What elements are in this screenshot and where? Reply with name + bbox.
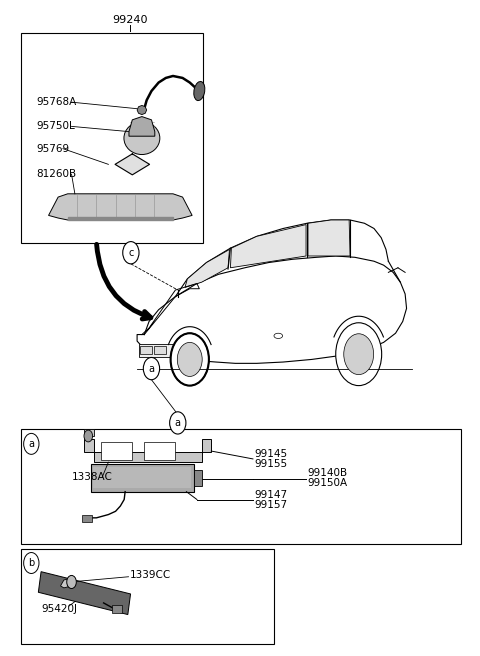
Bar bbox=[91, 464, 193, 491]
Text: 95420J: 95420J bbox=[41, 604, 77, 615]
Text: a: a bbox=[28, 439, 35, 449]
Ellipse shape bbox=[194, 81, 205, 100]
Text: 1338AC: 1338AC bbox=[72, 472, 112, 482]
Polygon shape bbox=[115, 154, 150, 174]
Polygon shape bbox=[129, 117, 155, 136]
Text: 99147: 99147 bbox=[254, 490, 288, 500]
Bar bbox=[140, 344, 182, 358]
Text: 95750L: 95750L bbox=[36, 121, 75, 131]
Text: 95768A: 95768A bbox=[36, 97, 77, 107]
Polygon shape bbox=[48, 194, 192, 220]
Bar bbox=[193, 470, 202, 486]
Text: 99155: 99155 bbox=[254, 459, 288, 468]
Circle shape bbox=[344, 334, 373, 375]
Bar bbox=[21, 430, 461, 544]
Text: 95769: 95769 bbox=[36, 144, 70, 154]
Circle shape bbox=[144, 358, 159, 380]
Circle shape bbox=[24, 552, 39, 573]
Polygon shape bbox=[137, 106, 147, 115]
Polygon shape bbox=[230, 224, 306, 268]
Text: 81260B: 81260B bbox=[36, 169, 77, 179]
Ellipse shape bbox=[274, 333, 283, 338]
Circle shape bbox=[84, 430, 93, 442]
Text: c: c bbox=[128, 248, 133, 258]
Bar bbox=[82, 515, 92, 522]
Text: a: a bbox=[175, 418, 181, 428]
Polygon shape bbox=[308, 220, 350, 256]
Polygon shape bbox=[84, 430, 94, 440]
Bar bbox=[154, 346, 166, 354]
Bar bbox=[112, 605, 122, 613]
Text: 1339CC: 1339CC bbox=[130, 571, 171, 581]
Text: 99145: 99145 bbox=[254, 449, 288, 459]
Circle shape bbox=[67, 575, 76, 588]
Bar bbox=[21, 33, 203, 243]
Text: b: b bbox=[28, 558, 35, 568]
Bar bbox=[21, 548, 275, 644]
Text: 99157: 99157 bbox=[254, 500, 288, 510]
Bar bbox=[101, 442, 132, 461]
Circle shape bbox=[177, 342, 202, 377]
Circle shape bbox=[123, 241, 139, 264]
Ellipse shape bbox=[124, 122, 160, 155]
Circle shape bbox=[170, 333, 209, 386]
Bar bbox=[144, 442, 175, 461]
FancyArrowPatch shape bbox=[96, 244, 151, 319]
Bar bbox=[93, 468, 191, 488]
Polygon shape bbox=[60, 578, 73, 588]
Text: 99150A: 99150A bbox=[307, 478, 347, 488]
Circle shape bbox=[336, 323, 382, 386]
Polygon shape bbox=[84, 440, 211, 462]
Text: a: a bbox=[148, 363, 155, 373]
Text: 99140B: 99140B bbox=[307, 468, 347, 478]
Circle shape bbox=[24, 434, 39, 455]
Bar bbox=[141, 346, 153, 354]
Text: 99240: 99240 bbox=[112, 15, 148, 26]
Circle shape bbox=[169, 412, 186, 434]
Polygon shape bbox=[185, 249, 229, 287]
Polygon shape bbox=[38, 571, 131, 615]
Polygon shape bbox=[68, 216, 173, 220]
